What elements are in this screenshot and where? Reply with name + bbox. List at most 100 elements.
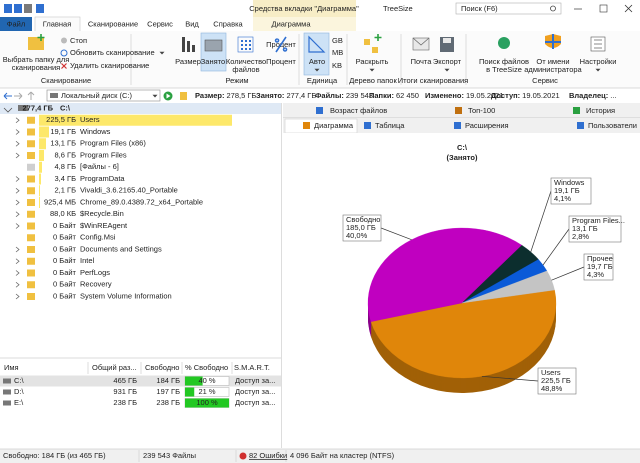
tree-size[interactable]: 0 Байт: [53, 244, 77, 253]
tree-name[interactable]: Intel: [80, 256, 95, 265]
tree-size[interactable]: 0 Байт: [53, 291, 77, 300]
tree-name[interactable]: ProgramData: [80, 174, 125, 183]
ribbon-button[interactable]: Размер: [175, 57, 201, 66]
expand-arrow[interactable]: [15, 258, 20, 265]
tree-size[interactable]: 0 Байт: [53, 256, 77, 265]
tree-size[interactable]: 0 Байт: [53, 280, 77, 289]
expand-arrow[interactable]: [15, 187, 20, 194]
tree-name[interactable]: System Volume Information: [80, 291, 172, 300]
file-tab-bg[interactable]: [0, 17, 32, 31]
tree-size[interactable]: 0 Байт: [53, 221, 77, 230]
expand-arrow[interactable]: [15, 281, 20, 288]
expand-arrow[interactable]: [15, 293, 20, 300]
ribbon-button[interactable]: Процент: [266, 57, 296, 66]
ribbon-button[interactable]: Выбрать папку для: [3, 55, 70, 64]
tree-name[interactable]: Program Files: [80, 150, 127, 159]
tree-name[interactable]: [Файлы - 6]: [80, 162, 119, 171]
ribbon-button[interactable]: Экспорт: [433, 57, 462, 66]
tab[interactable]: Топ-100: [468, 106, 495, 115]
status-errors[interactable]: 82 Ошибки: [249, 451, 287, 460]
ribbon-button[interactable]: Количество: [226, 57, 266, 66]
close-button[interactable]: [624, 4, 633, 13]
tree-size[interactable]: 8,6 ГБ: [55, 150, 77, 159]
tree-name[interactable]: PerfLogs: [80, 268, 110, 277]
expand-arrow[interactable]: [15, 223, 20, 229]
quick-access-icon[interactable]: [4, 4, 12, 13]
ribbon-button[interactable]: MB: [332, 48, 343, 57]
ribbon-button[interactable]: Занято: [201, 57, 225, 66]
ribbon-button[interactable]: файлов: [232, 65, 259, 74]
ribbon-tab[interactable]: Справка: [213, 19, 243, 28]
tree-size[interactable]: 13,1 ГБ: [50, 139, 76, 148]
expand-arrow[interactable]: [15, 152, 20, 159]
ribbon-button[interactable]: администратора: [524, 65, 582, 74]
expand-arrow[interactable]: [15, 246, 20, 253]
tree-name[interactable]: Chrome_89.0.4389.72_x64_Portable: [80, 197, 203, 206]
ribbon-tab[interactable]: Диаграмма: [271, 19, 311, 28]
quick-access-icon[interactable]: [36, 4, 44, 13]
tree-size[interactable]: 225,5 ГБ: [46, 115, 76, 124]
tree-name[interactable]: $Recycle.Bin: [80, 209, 124, 218]
expand-arrow[interactable]: [15, 270, 20, 276]
ribbon-button[interactable]: Стоп: [70, 36, 87, 45]
ribbon-button[interactable]: Обновить сканирование: [70, 48, 155, 57]
expand-arrow[interactable]: [15, 140, 20, 147]
tree-name[interactable]: Config.Msi: [80, 233, 116, 242]
tree-name[interactable]: Program Files (x86): [80, 139, 146, 148]
tree-size[interactable]: 0 Байт: [53, 233, 77, 242]
drive-name[interactable]: C:\: [14, 376, 25, 385]
ribbon-button[interactable]: KB: [332, 61, 342, 70]
tab[interactable]: Таблица: [375, 121, 405, 130]
ribbon-button[interactable]: Поиск файлов: [479, 57, 529, 66]
expand-arrow[interactable]: [15, 199, 20, 206]
drive-name[interactable]: D:\: [14, 387, 25, 396]
maximize-button[interactable]: [599, 4, 608, 13]
tree-name[interactable]: Vivaldi_3.6.2165.40_Portable: [80, 186, 178, 195]
ribbon-tab[interactable]: Файл: [7, 19, 25, 28]
ribbon-button[interactable]: в TreeSize: [486, 65, 522, 74]
expand-arrow[interactable]: [15, 117, 20, 124]
column-header[interactable]: Свободно: [145, 363, 179, 372]
nav-button[interactable]: [3, 92, 12, 100]
ribbon-button[interactable]: Почта: [411, 57, 433, 66]
root-collapse-arrow[interactable]: [3, 107, 13, 113]
tab[interactable]: Возраст файлов: [330, 106, 387, 115]
ribbon-tab[interactable]: Сервис: [147, 19, 173, 28]
tab[interactable]: История: [586, 106, 615, 115]
ribbon-tab[interactable]: Главная: [43, 19, 72, 28]
tree-size[interactable]: 4,8 ГБ: [55, 162, 77, 171]
drive-name[interactable]: E:\: [14, 398, 24, 407]
ribbon-tab[interactable]: Сканирование: [88, 19, 138, 28]
tab[interactable]: Пользователи: [588, 121, 637, 130]
tree-size[interactable]: 88,0 КБ: [50, 209, 76, 218]
ribbon-button[interactable]: Авто: [309, 57, 325, 66]
column-header[interactable]: Имя: [4, 363, 19, 372]
column-header[interactable]: Общий раз...: [92, 363, 137, 372]
search-box[interactable]: [455, 2, 562, 15]
column-header[interactable]: S.M.A.R.T.: [234, 363, 270, 372]
ribbon-button[interactable]: сканирования: [12, 63, 61, 72]
nav-button[interactable]: [14, 92, 23, 100]
quick-access-icon[interactable]: [24, 4, 32, 13]
select-folder-icon[interactable]: [28, 37, 44, 50]
quick-access-icon[interactable]: [14, 4, 22, 13]
tree-size[interactable]: 0 Байт: [53, 268, 77, 277]
ribbon-button[interactable]: Настройки: [580, 57, 617, 66]
tree-name[interactable]: Windows: [80, 127, 111, 136]
ribbon-button[interactable]: Раскрыть: [356, 57, 389, 66]
tree-size[interactable]: 2,1 ГБ: [55, 186, 77, 195]
nav-button[interactable]: [27, 91, 35, 100]
tree-size[interactable]: 3,4 ГБ: [55, 174, 77, 183]
ribbon-tab[interactable]: Вид: [185, 19, 199, 28]
ribbon-button[interactable]: GB: [332, 36, 343, 45]
tree-size[interactable]: 19,1 ГБ: [50, 127, 76, 136]
tab[interactable]: Расширения: [465, 121, 509, 130]
path-dropdown[interactable]: [46, 89, 161, 102]
tab[interactable]: Диаграмма: [314, 121, 354, 130]
tree-size[interactable]: 925,4 МБ: [44, 197, 76, 206]
ribbon-button[interactable]: От имени: [536, 57, 569, 66]
expand-arrow[interactable]: [15, 176, 20, 182]
ribbon-button[interactable]: Удалить сканирование: [70, 61, 149, 70]
tree-name[interactable]: Documents and Settings: [80, 244, 162, 253]
expand-arrow[interactable]: [15, 129, 20, 135]
